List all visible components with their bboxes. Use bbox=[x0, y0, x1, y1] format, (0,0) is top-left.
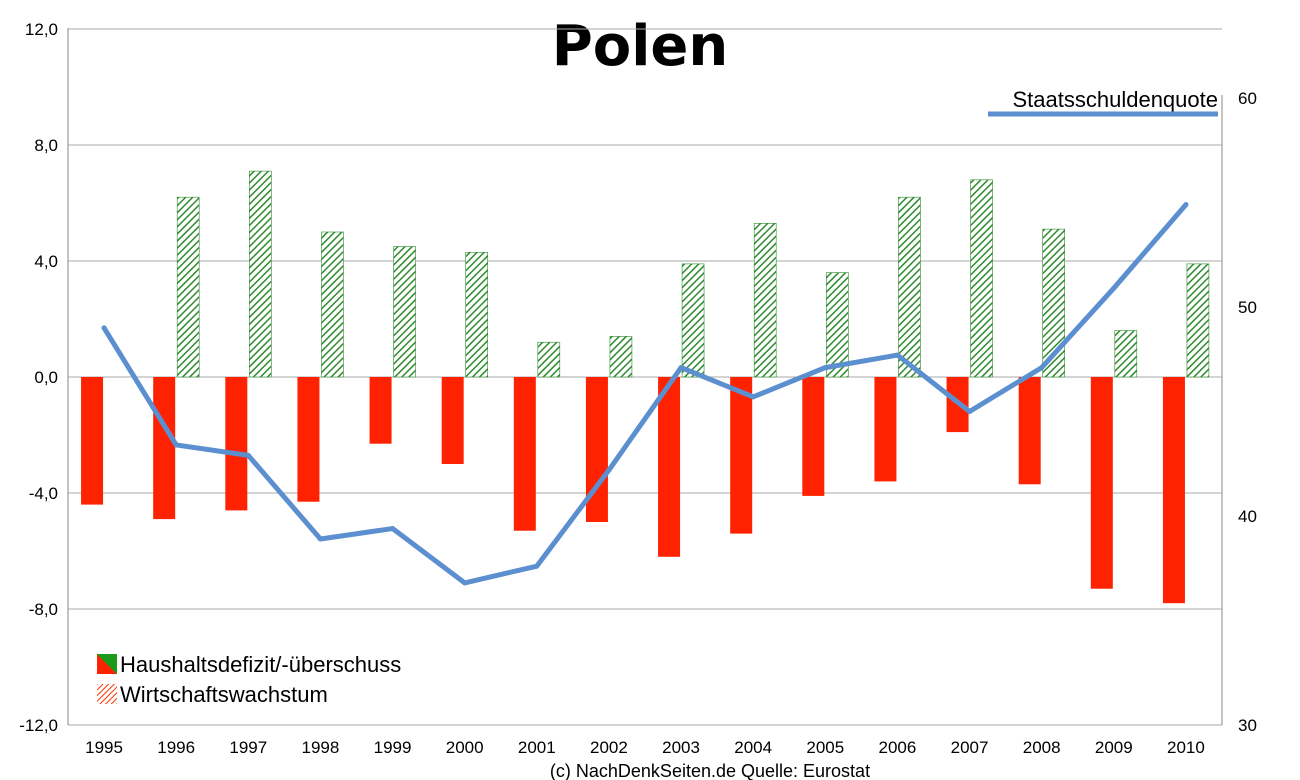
debt-line-label-text: Staatsschuldenquote bbox=[1013, 87, 1219, 112]
deficit-bars bbox=[81, 377, 1185, 604]
x-axis: 1995 1996 1997 1998 1999 2000 2001 2002 2003 2004… bbox=[85, 738, 1205, 757]
right-tick-label: 30 bbox=[1238, 716, 1257, 735]
x-tick-label: 2009 bbox=[1095, 738, 1133, 757]
debt-point bbox=[173, 442, 179, 448]
deficit-bar bbox=[658, 377, 681, 557]
left-tick-label: -8,0 bbox=[29, 600, 58, 619]
deficit-bar bbox=[874, 377, 897, 482]
x-tick-label: 1999 bbox=[374, 738, 412, 757]
left-tick-label: -12,0 bbox=[19, 716, 58, 735]
deficit-bar bbox=[802, 377, 825, 496]
growth-bar bbox=[249, 170, 272, 378]
growth-bar bbox=[1186, 263, 1210, 378]
growth-bar bbox=[537, 341, 561, 378]
x-tick-label: 1997 bbox=[229, 738, 267, 757]
chart-title: Polen bbox=[552, 14, 729, 79]
legend: Haushaltsdefizit/-überschuss Wirtschafts… bbox=[97, 652, 401, 707]
deficit-bar bbox=[369, 377, 392, 444]
legend-swatch-growth bbox=[97, 684, 117, 704]
deficit-bar bbox=[297, 377, 320, 502]
growth-bar bbox=[826, 272, 849, 378]
growth-bar bbox=[753, 223, 777, 378]
debt-point bbox=[1039, 365, 1045, 371]
left-tick-label: 12,0 bbox=[25, 20, 58, 39]
right-tick-label: 50 bbox=[1238, 298, 1257, 317]
left-tick-label: 0,0 bbox=[34, 368, 58, 387]
legend-label-growth: Wirtschaftswachstum bbox=[120, 682, 328, 707]
growth-bar bbox=[1042, 228, 1065, 378]
x-tick-label: 2001 bbox=[518, 738, 556, 757]
x-tick-label: 2010 bbox=[1167, 738, 1205, 757]
debt-point bbox=[750, 394, 756, 400]
x-tick-label: 2008 bbox=[1023, 738, 1061, 757]
left-tick-label: -4,0 bbox=[29, 484, 58, 503]
growth-bars bbox=[176, 170, 1210, 378]
x-tick-label: 1995 bbox=[85, 738, 123, 757]
deficit-bar bbox=[225, 377, 248, 511]
left-tick-label: 4,0 bbox=[34, 252, 58, 271]
debt-point bbox=[967, 409, 973, 414]
right-tick-label: 40 bbox=[1238, 507, 1257, 526]
growth-bar bbox=[681, 263, 705, 378]
debt-point bbox=[678, 365, 684, 371]
debt-point bbox=[390, 526, 396, 532]
growth-bar bbox=[609, 336, 633, 378]
debt-point bbox=[1183, 202, 1189, 208]
growth-bar bbox=[393, 246, 416, 378]
growth-bar bbox=[176, 196, 200, 378]
debt-point bbox=[101, 325, 107, 331]
debt-point bbox=[534, 563, 540, 569]
deficit-bar bbox=[153, 377, 176, 520]
deficit-bar bbox=[81, 377, 104, 505]
debt-point bbox=[822, 365, 828, 371]
legend-swatch-deficit bbox=[97, 654, 117, 674]
growth-bar bbox=[1114, 330, 1138, 378]
debt-point bbox=[317, 536, 323, 542]
x-tick-label: 2007 bbox=[951, 738, 989, 757]
x-tick-label: 2000 bbox=[446, 738, 484, 757]
deficit-bar bbox=[730, 377, 753, 534]
debt-point bbox=[245, 452, 251, 458]
debt-line-series bbox=[101, 202, 1189, 586]
x-tick-label: 2006 bbox=[879, 738, 917, 757]
x-tick-label: 2003 bbox=[662, 738, 700, 757]
growth-bar bbox=[970, 179, 993, 378]
deficit-bar bbox=[513, 377, 536, 531]
left-tick-label: 8,0 bbox=[34, 136, 58, 155]
debt-point bbox=[1111, 285, 1117, 291]
debt-point bbox=[462, 580, 468, 586]
growth-bar bbox=[321, 231, 344, 378]
deficit-bar bbox=[1018, 377, 1041, 485]
deficit-bar bbox=[1162, 377, 1185, 604]
growth-bar bbox=[898, 196, 921, 378]
x-tick-label: 1996 bbox=[157, 738, 195, 757]
debt-line-label: Staatsschuldenquote bbox=[988, 87, 1219, 117]
growth-bar bbox=[465, 252, 488, 378]
deficit-bar bbox=[585, 377, 608, 522]
x-tick-label: 2004 bbox=[734, 738, 772, 757]
debt-point bbox=[894, 352, 900, 358]
left-axis: 12,0 8,0 4,0 0,0 -4,0 -8,0 -12,0 bbox=[19, 20, 58, 735]
debt-line bbox=[101, 202, 1189, 586]
debt-point bbox=[606, 467, 612, 473]
x-tick-label: 2002 bbox=[590, 738, 628, 757]
x-tick-label: 2005 bbox=[806, 738, 844, 757]
footer-source: (c) NachDenkSeiten.de Quelle: Eurostat bbox=[550, 761, 870, 780]
deficit-bar bbox=[1090, 377, 1113, 589]
right-tick-label: 60 bbox=[1238, 89, 1257, 108]
x-tick-label: 1998 bbox=[302, 738, 340, 757]
deficit-bar bbox=[441, 377, 464, 464]
legend-label-deficit: Haushaltsdefizit/-überschuss bbox=[120, 652, 401, 677]
right-axis: 60 50 40 30 bbox=[1238, 89, 1257, 735]
